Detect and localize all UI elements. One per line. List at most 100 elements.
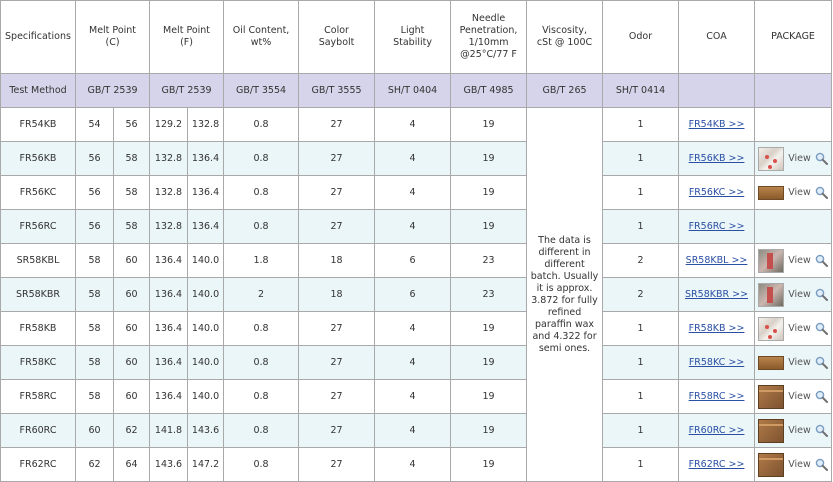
needle-penetration-cell: 23	[450, 277, 528, 312]
needle-penetration-cell: 23	[450, 243, 528, 278]
melt-f-high: 136.4	[187, 175, 225, 210]
melt-c-low: 58	[75, 345, 114, 380]
package-thumbnail[interactable]	[758, 146, 785, 171]
magnifier-icon[interactable]	[815, 288, 828, 301]
melt-c-low: 60	[75, 413, 114, 448]
magnifier-icon[interactable]	[815, 390, 828, 403]
coa-link[interactable]: FR58KC >>	[688, 357, 745, 368]
view-link[interactable]: View	[788, 323, 811, 334]
odor-cell: 1	[602, 345, 680, 380]
coa-link[interactable]: FR56KC >>	[688, 187, 745, 198]
magnifier-icon[interactable]	[815, 356, 828, 369]
oil-content-cell: 0.8	[223, 379, 300, 414]
color-saybolt-cell: 27	[298, 447, 376, 482]
coa-link[interactable]: SR58KBR >>	[685, 289, 749, 300]
view-link[interactable]: View	[788, 153, 811, 164]
header-needle-penetration: Needle Penetration, 1/10mm @25°C/77 F	[450, 0, 528, 74]
odor-cell: 2	[602, 277, 680, 312]
view-link[interactable]: View	[788, 459, 811, 470]
melt-f-high: 132.8	[187, 107, 225, 142]
coa-link[interactable]: FR54KB >>	[688, 119, 745, 130]
package-thumbnail[interactable]	[758, 282, 785, 307]
coa-link[interactable]: SR58KBL >>	[685, 255, 748, 266]
light-stability-cell: 4	[374, 209, 452, 244]
oil-content-cell: 0.8	[223, 175, 300, 210]
package-thumbnail[interactable]	[758, 316, 785, 341]
view-link[interactable]: View	[788, 289, 811, 300]
magnifier-icon[interactable]	[815, 322, 828, 335]
table-row: FR56KC 56 58 132.8 136.4 0.8 27 4 19 1 FR56KC >> Vi…	[0, 175, 833, 210]
needle-penetration-cell: 19	[450, 175, 528, 210]
coa-cell: FR60RC >>	[678, 413, 756, 448]
package-view[interactable]: View	[757, 316, 829, 341]
coa-cell: FR56KC >>	[678, 175, 756, 210]
melt-c-low: 56	[75, 141, 114, 176]
header-row: Specifications Melt Point (C) Melt Point(…	[0, 0, 833, 74]
magnifier-icon[interactable]	[815, 152, 828, 165]
package-view[interactable]: View	[757, 185, 829, 200]
light-stability-cell: 4	[374, 107, 452, 142]
spec-cell: SR58KBR	[0, 277, 76, 312]
magnifier-icon[interactable]	[815, 186, 828, 199]
melt-c-high: 58	[112, 175, 151, 210]
coa-link[interactable]: FR56KB >>	[688, 153, 745, 164]
color-saybolt-cell: 27	[298, 379, 376, 414]
magnifier-icon[interactable]	[815, 254, 828, 267]
package-thumbnail[interactable]	[758, 384, 785, 409]
spec-cell: FR56KB	[0, 141, 76, 176]
view-link[interactable]: View	[788, 357, 811, 368]
test-method-oil: GB/T 3554	[223, 73, 300, 108]
package-view[interactable]: View	[757, 146, 829, 171]
oil-content-cell: 0.8	[223, 209, 300, 244]
melt-f-high: 140.0	[187, 379, 225, 414]
package-view[interactable]: View	[757, 452, 829, 477]
color-saybolt-cell: 27	[298, 107, 376, 142]
spec-cell: FR54KB	[0, 107, 76, 142]
package-view[interactable]: View	[757, 418, 829, 443]
test-method-needle: GB/T 4985	[450, 73, 528, 108]
table-row: SR58KBR 58 60 136.4 140.0 2 18 6 23 2 SR58KBR >> Vi…	[0, 277, 833, 312]
package-cell: View	[754, 447, 833, 482]
package-thumbnail[interactable]	[758, 452, 785, 477]
test-method-coa	[678, 73, 756, 108]
color-saybolt-cell: 18	[298, 277, 376, 312]
needle-penetration-cell: 19	[450, 107, 528, 142]
coa-link[interactable]: FR56RC >>	[688, 221, 745, 232]
color-saybolt-cell: 27	[298, 311, 376, 346]
test-method-row: Test Method GB/T 2539 GB/T 2539 GB/T 355…	[0, 73, 833, 108]
package-thumbnail[interactable]	[758, 418, 785, 443]
view-link[interactable]: View	[788, 187, 811, 198]
package-thumbnail[interactable]	[758, 355, 785, 370]
coa-link[interactable]: FR58RC >>	[688, 391, 745, 402]
package-view[interactable]: View	[757, 282, 829, 307]
coa-link[interactable]: FR62RC >>	[688, 459, 745, 470]
coa-cell: FR54KB >>	[678, 107, 756, 142]
package-view[interactable]: View	[757, 248, 829, 273]
odor-cell: 1	[602, 209, 680, 244]
magnifier-icon[interactable]	[815, 458, 828, 471]
test-method-melt-f: GB/T 2539	[149, 73, 225, 108]
table-row: FR54KB 54 56 129.2 132.8 0.8 27 4 19 The data is …	[0, 107, 833, 482]
package-view[interactable]: View	[757, 355, 829, 370]
package-view[interactable]: View	[757, 384, 829, 409]
melt-f-low: 136.4	[149, 311, 189, 346]
package-thumbnail[interactable]	[758, 248, 785, 273]
view-link[interactable]: View	[788, 391, 811, 402]
oil-content-cell: 0.8	[223, 141, 300, 176]
melt-f-high: 140.0	[187, 311, 225, 346]
view-link[interactable]: View	[788, 425, 811, 436]
coa-link[interactable]: FR58KB >>	[688, 323, 745, 334]
coa-link[interactable]: FR60RC >>	[688, 425, 745, 436]
package-thumbnail[interactable]	[758, 185, 785, 200]
oil-content-cell: 1.8	[223, 243, 300, 278]
spec-cell: FR56KC	[0, 175, 76, 210]
test-method-label: Test Method	[0, 73, 76, 108]
melt-c-low: 58	[75, 311, 114, 346]
light-stability-cell: 4	[374, 175, 452, 210]
needle-penetration-cell: 19	[450, 379, 528, 414]
test-method-color: GB/T 3555	[298, 73, 376, 108]
view-link[interactable]: View	[788, 255, 811, 266]
magnifier-icon[interactable]	[815, 424, 828, 437]
light-stability-cell: 4	[374, 379, 452, 414]
melt-f-low: 132.8	[149, 141, 189, 176]
